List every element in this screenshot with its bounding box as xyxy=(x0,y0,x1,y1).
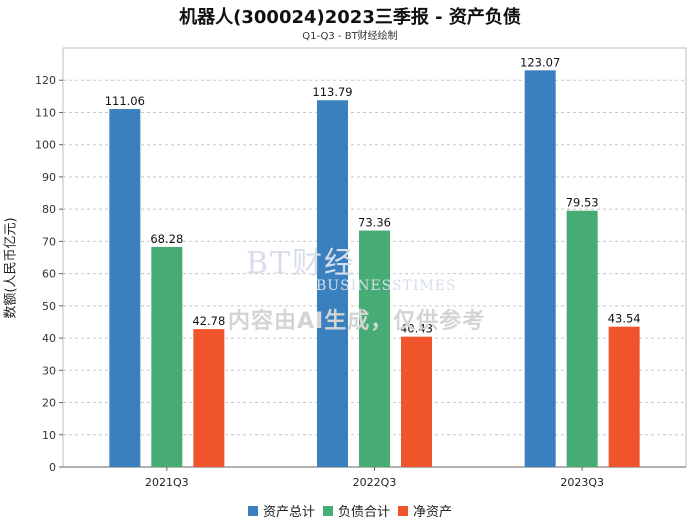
chart-title: 机器人(300024)2023三季报 - 资产负债 xyxy=(179,7,521,28)
bar xyxy=(317,100,348,467)
y-tick-label: 10 xyxy=(42,429,56,442)
bar-value-label: 68.28 xyxy=(150,232,183,246)
bar xyxy=(109,109,141,467)
legend-swatch xyxy=(398,505,408,516)
legend-label: 净资产 xyxy=(413,505,453,520)
watermark-logo-sub: BUSINESSTIMES xyxy=(316,278,457,294)
y-tick-label: 0 xyxy=(49,461,56,474)
bar xyxy=(401,336,432,467)
legend: 资产总计 负债合计 净资产 xyxy=(0,501,700,520)
bar-value-label: 40.43 xyxy=(400,322,433,336)
bar xyxy=(608,326,640,467)
y-tick-label: 100 xyxy=(35,139,56,152)
y-tick-label: 80 xyxy=(42,203,56,216)
bar xyxy=(359,230,390,467)
legend-item: 资产总计 xyxy=(247,501,315,520)
bar xyxy=(151,246,183,467)
y-tick-label: 20 xyxy=(42,397,56,410)
legend-label: 负债合计 xyxy=(337,505,390,520)
bar-value-label: 43.54 xyxy=(608,312,641,326)
y-tick-label: 120 xyxy=(35,74,56,87)
y-tick-label: 110 xyxy=(35,106,56,119)
watermark-logo: BT财经 BUSINESSTIMES xyxy=(246,238,457,294)
bar-value-label: 113.79 xyxy=(312,85,352,99)
y-tick-label: 40 xyxy=(42,332,56,345)
bar-value-label: 79.53 xyxy=(566,196,599,210)
bar-value-label: 111.06 xyxy=(105,94,145,108)
x-tick-label: 2021Q3 xyxy=(145,476,189,489)
bar-value-label: 42.78 xyxy=(192,314,225,328)
watermark-note: 内容由AI生成，仅供参考 xyxy=(228,309,486,334)
legend-swatch xyxy=(247,505,258,516)
y-tick-label: 30 xyxy=(42,364,56,377)
legend-item: 净资产 xyxy=(398,501,452,520)
watermark-logo-main: BT财经 xyxy=(246,246,357,281)
y-tick-label: 70 xyxy=(42,235,56,248)
chart-subtitle: Q1-Q3 - BT财经绘制 xyxy=(302,31,398,42)
legend-item: 负债合计 xyxy=(322,501,390,520)
legend-label: 资产总计 xyxy=(262,505,315,520)
x-tick-label: 2022Q3 xyxy=(353,476,397,489)
x-tick-label: 2023Q3 xyxy=(560,476,604,489)
legend-swatch xyxy=(322,505,333,516)
bar xyxy=(566,210,598,467)
y-tick-label: 60 xyxy=(42,268,56,281)
y-tick-label: 50 xyxy=(42,300,56,313)
bar xyxy=(193,329,225,467)
y-tick-label: 90 xyxy=(42,171,56,184)
bar-value-label: 73.36 xyxy=(358,216,391,230)
bar-value-label: 123.07 xyxy=(520,55,560,69)
bar xyxy=(524,70,556,467)
